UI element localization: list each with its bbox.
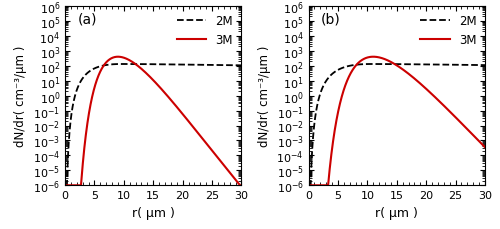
3M <box>148 77 154 80</box>
Legend: 2M, 3M: 2M, 3M <box>418 13 479 49</box>
2M <box>392 63 398 66</box>
3M <box>115 56 121 59</box>
2M <box>72 97 78 99</box>
3M <box>387 61 393 64</box>
X-axis label: r( μm ): r( μm ) <box>132 206 174 219</box>
3M <box>238 184 244 187</box>
2M <box>444 64 450 67</box>
Line: 3M: 3M <box>66 57 242 185</box>
3M <box>234 180 239 182</box>
Y-axis label: dN/dr( cm⁻³/μm ): dN/dr( cm⁻³/μm ) <box>258 46 271 147</box>
3M <box>144 73 150 76</box>
3M <box>62 184 68 187</box>
X-axis label: r( μm ): r( μm ) <box>376 206 418 219</box>
2M <box>201 64 207 67</box>
3M <box>392 63 398 66</box>
2M <box>482 64 488 67</box>
2M <box>306 184 312 187</box>
2M <box>62 184 68 187</box>
2M <box>148 63 154 66</box>
3M <box>72 184 78 187</box>
2M <box>234 65 239 67</box>
3M <box>315 184 321 187</box>
Line: 2M: 2M <box>66 65 242 185</box>
2M <box>387 63 393 66</box>
2M <box>315 101 321 103</box>
3M <box>477 141 483 144</box>
3M <box>370 56 376 59</box>
Legend: 2M, 3M: 2M, 3M <box>174 13 236 49</box>
2M <box>477 64 483 67</box>
3M <box>444 109 450 111</box>
2M <box>477 64 483 67</box>
Text: (b): (b) <box>321 12 340 26</box>
2M <box>144 63 150 66</box>
2M <box>368 63 374 66</box>
3M <box>477 141 483 144</box>
2M <box>238 65 244 67</box>
3M <box>234 180 239 183</box>
Text: (a): (a) <box>78 12 97 26</box>
3M <box>306 184 312 187</box>
3M <box>482 146 488 149</box>
Y-axis label: dN/dr( cm⁻³/μm ): dN/dr( cm⁻³/μm ) <box>14 46 28 147</box>
2M <box>234 65 239 67</box>
3M <box>201 140 207 142</box>
Line: 2M: 2M <box>309 65 485 185</box>
Line: 3M: 3M <box>309 57 485 185</box>
2M <box>118 63 124 66</box>
